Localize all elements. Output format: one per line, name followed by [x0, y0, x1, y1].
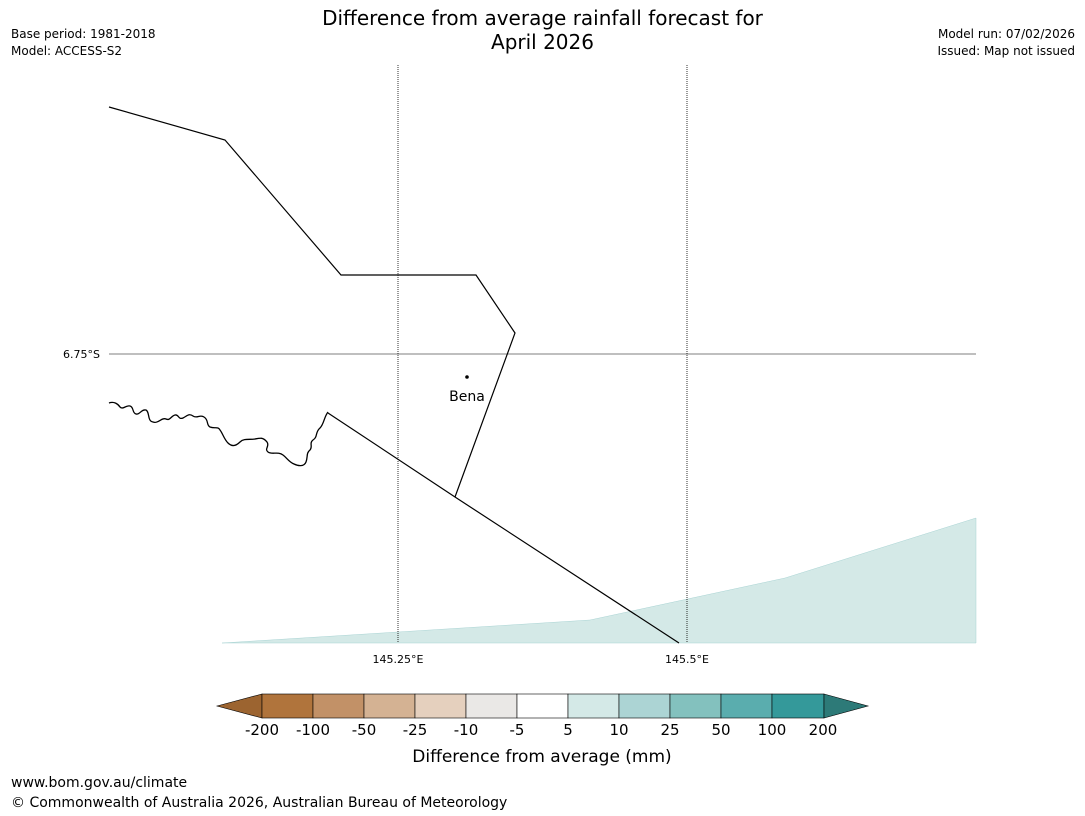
- colorbar-segment: [312, 693, 365, 719]
- colorbar: -200 -100 -50 -25 -10 -5 5 10 25 50 100 …: [215, 693, 870, 767]
- colorbar-tick: 50: [711, 721, 730, 739]
- colorbar-segment: [618, 693, 671, 719]
- meta-left: Base period: 1981-2018 Model: ACCESS-S2: [11, 26, 156, 60]
- colorbar-segment: [465, 693, 518, 719]
- title-line-1: Difference from average rainfall forecas…: [322, 6, 763, 30]
- colorbar-tick: -10: [454, 721, 479, 739]
- colorbar-high-extension: [823, 693, 870, 719]
- colorbar-tick: 100: [758, 721, 787, 739]
- place-label-bena: Bena: [449, 389, 485, 405]
- river-boundary: [108, 401, 329, 467]
- colorbar-segment: [669, 693, 722, 719]
- title-line-2: April 2026: [491, 30, 594, 54]
- colorbar-segment: [567, 693, 620, 719]
- colorbar-segment: [720, 693, 773, 719]
- footer-copyright: © Commonwealth of Australia 2026, Austra…: [11, 795, 508, 811]
- model-run: Model run: 07/02/2026: [937, 27, 1075, 41]
- forecast-area: [221, 517, 977, 644]
- colorbar-segment: [516, 693, 569, 719]
- colorbar-tick: 10: [609, 721, 628, 739]
- meta-right: Model run: 07/02/2026 Issued: Map not is…: [937, 26, 1075, 60]
- colorbar-tick: -50: [352, 721, 377, 739]
- province-boundary-south: [327, 412, 680, 644]
- colorbar-tick: 200: [809, 721, 838, 739]
- colorbar-low-extension: [215, 693, 263, 719]
- colorbar-title: Difference from average (mm): [412, 747, 671, 767]
- lon-label-1: 145.25°E: [373, 653, 424, 666]
- colorbar-tick: 5: [563, 721, 573, 739]
- colorbar-segment: [363, 693, 416, 719]
- issued-status: Issued: Map not issued: [937, 44, 1075, 58]
- colorbar-segment: [414, 693, 467, 719]
- place-marker-bena: [465, 375, 469, 379]
- map-title: Difference from average rainfall forecas…: [0, 6, 1085, 54]
- province-boundary-north: [108, 106, 516, 498]
- colorbar-tick: -200: [245, 721, 279, 739]
- base-period: Base period: 1981-2018: [11, 27, 156, 41]
- lon-label-2: 145.5°E: [665, 653, 709, 666]
- model-name: Model: ACCESS-S2: [11, 44, 123, 58]
- colorbar-tick: 25: [660, 721, 679, 739]
- colorbar-tick: -100: [296, 721, 330, 739]
- colorbar-tick: -5: [510, 721, 525, 739]
- colorbar-tick: -25: [403, 721, 428, 739]
- colorbar-segment: [261, 693, 314, 719]
- lat-label: 6.75°S: [63, 348, 100, 361]
- colorbar-segment: [771, 693, 825, 719]
- footer-url: www.bom.gov.au/climate: [11, 775, 188, 791]
